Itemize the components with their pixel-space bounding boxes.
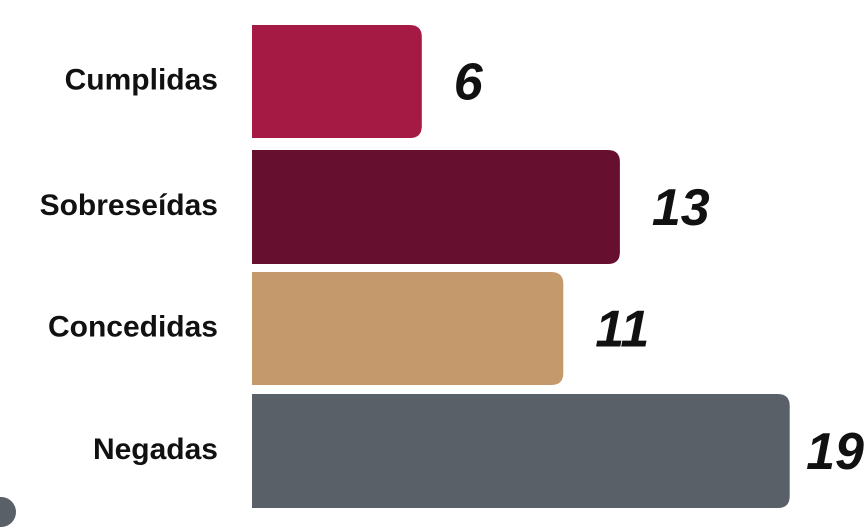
value-labels: 6 13 11 19 (454, 54, 864, 482)
value-label-cumplidas: 6 (454, 54, 484, 112)
bars (252, 25, 790, 508)
category-label-sobreseidas: Sobreseídas (40, 189, 218, 222)
bar-cumplidas (252, 25, 422, 138)
category-label-negadas: Negadas (93, 433, 218, 466)
category-label-cumplidas: Cumplidas (65, 63, 218, 96)
category-labels: Cumplidas Sobreseídas Concedidas Negadas (40, 63, 218, 466)
value-label-negadas: 19 (806, 423, 864, 481)
bar-negadas (252, 394, 790, 508)
value-label-concedidas: 11 (595, 301, 649, 359)
corner-decoration (0, 497, 16, 527)
bar-sobreseidas (252, 150, 620, 264)
bar-concedidas (252, 272, 564, 385)
category-label-concedidas: Concedidas (48, 310, 218, 343)
value-label-sobreseidas: 13 (652, 179, 710, 237)
